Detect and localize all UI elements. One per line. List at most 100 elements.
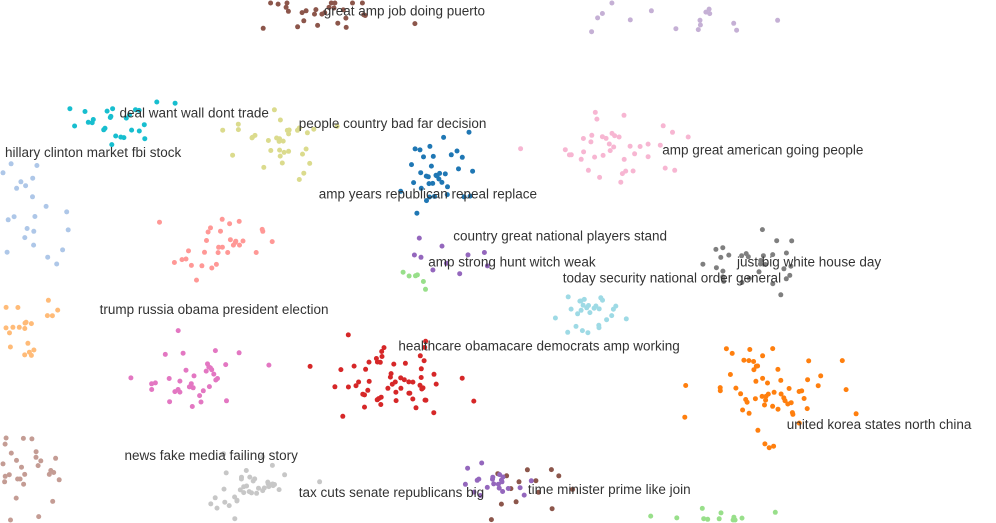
scatter-point[interactable] bbox=[33, 449, 39, 455]
scatter-point[interactable] bbox=[208, 501, 214, 507]
scatter-point[interactable] bbox=[162, 351, 168, 357]
scatter-point[interactable] bbox=[423, 397, 429, 403]
scatter-point[interactable] bbox=[385, 385, 391, 391]
scatter-point[interactable] bbox=[378, 402, 384, 407]
scatter-point[interactable] bbox=[423, 173, 429, 179]
scatter-point[interactable] bbox=[612, 133, 618, 139]
scatter-point[interactable] bbox=[227, 221, 233, 227]
scatter-point[interactable] bbox=[481, 250, 487, 255]
scatter-point[interactable] bbox=[254, 490, 260, 496]
scatter-point[interactable] bbox=[8, 161, 14, 167]
scatter-point[interactable] bbox=[418, 366, 424, 372]
scatter-point[interactable] bbox=[418, 375, 424, 380]
scatter-point[interactable] bbox=[203, 368, 209, 374]
scatter-point[interactable] bbox=[14, 185, 20, 191]
scatter-point[interactable] bbox=[498, 501, 504, 507]
scatter-point[interactable] bbox=[295, 127, 300, 133]
scatter-point[interactable] bbox=[739, 280, 745, 285]
scatter-point[interactable] bbox=[213, 377, 219, 383]
scatter-point[interactable] bbox=[4, 249, 10, 255]
scatter-point[interactable] bbox=[141, 122, 147, 128]
scatter-point[interactable] bbox=[2, 473, 8, 479]
scatter-point[interactable] bbox=[104, 108, 110, 114]
scatter-point[interactable] bbox=[391, 361, 397, 367]
scatter-point[interactable] bbox=[426, 181, 432, 187]
scatter-point[interactable] bbox=[374, 359, 380, 365]
scatter-point[interactable] bbox=[723, 346, 729, 352]
scatter-point[interactable] bbox=[721, 278, 727, 284]
scatter-point[interactable] bbox=[479, 460, 485, 466]
scatter-point[interactable] bbox=[50, 498, 56, 504]
scatter-point[interactable] bbox=[431, 410, 437, 416]
scatter-point[interactable] bbox=[154, 99, 160, 105]
scatter-point[interactable] bbox=[29, 436, 35, 442]
scatter-point[interactable] bbox=[223, 362, 229, 368]
scatter-point[interactable] bbox=[360, 391, 366, 397]
scatter-point[interactable] bbox=[586, 303, 591, 308]
scatter-point[interactable] bbox=[657, 142, 663, 148]
scatter-point[interactable] bbox=[166, 376, 172, 381]
scatter-point[interactable] bbox=[279, 160, 285, 166]
scatter-point[interactable] bbox=[771, 389, 777, 395]
scatter-point[interactable] bbox=[419, 386, 425, 392]
scatter-point[interactable] bbox=[476, 476, 482, 482]
scatter-point[interactable] bbox=[118, 134, 124, 140]
scatter-point[interactable] bbox=[491, 481, 497, 487]
scatter-point[interactable] bbox=[843, 387, 849, 393]
scatter-point[interactable] bbox=[225, 250, 231, 255]
scatter-point[interactable] bbox=[51, 470, 57, 475]
scatter-point[interactable] bbox=[366, 359, 372, 365]
scatter-point[interactable] bbox=[596, 322, 602, 328]
scatter-point[interactable] bbox=[427, 194, 432, 200]
scatter-point[interactable] bbox=[470, 168, 476, 174]
scatter-point[interactable] bbox=[609, 313, 615, 319]
scatter-point[interactable] bbox=[340, 413, 346, 419]
scatter-point[interactable] bbox=[556, 473, 562, 479]
scatter-point[interactable] bbox=[457, 271, 463, 277]
scatter-point[interactable] bbox=[400, 269, 406, 275]
scatter-point[interactable] bbox=[682, 414, 688, 420]
scatter-point[interactable] bbox=[34, 163, 40, 168]
scatter-point[interactable] bbox=[454, 148, 460, 154]
scatter-point[interactable] bbox=[277, 136, 282, 142]
scatter-point[interactable] bbox=[578, 307, 584, 313]
scatter-point[interactable] bbox=[417, 147, 423, 153]
scatter-point[interactable] bbox=[705, 516, 711, 522]
scatter-point[interactable] bbox=[72, 123, 78, 129]
scatter-point[interactable] bbox=[751, 367, 757, 373]
scatter-point[interactable] bbox=[23, 319, 29, 325]
scatter-point[interactable] bbox=[285, 8, 291, 14]
scatter-point[interactable] bbox=[788, 400, 794, 406]
scatter-point[interactable] bbox=[566, 152, 572, 158]
scatter-point[interactable] bbox=[606, 141, 612, 147]
scatter-point[interactable] bbox=[621, 156, 627, 162]
scatter-point[interactable] bbox=[619, 171, 625, 177]
scatter-point[interactable] bbox=[3, 325, 9, 331]
scatter-point[interactable] bbox=[465, 252, 471, 258]
scatter-point[interactable] bbox=[632, 151, 638, 157]
scatter-point[interactable] bbox=[224, 398, 229, 404]
scatter-point[interactable] bbox=[304, 130, 310, 136]
scatter-point[interactable] bbox=[778, 391, 784, 397]
scatter-point[interactable] bbox=[765, 380, 770, 386]
scatter-point[interactable] bbox=[190, 385, 196, 391]
scatter-point[interactable] bbox=[548, 467, 554, 473]
scatter-point[interactable] bbox=[595, 15, 601, 21]
scatter-point[interactable] bbox=[49, 313, 55, 319]
scatter-point[interactable] bbox=[596, 306, 602, 312]
scatter-point[interactable] bbox=[627, 17, 633, 23]
scatter-point[interactable] bbox=[411, 180, 417, 186]
scatter-point[interactable] bbox=[223, 470, 229, 476]
scatter-point[interactable] bbox=[123, 115, 129, 121]
scatter-point[interactable] bbox=[108, 113, 114, 119]
scatter-point[interactable] bbox=[5, 217, 11, 223]
scatter-point[interactable] bbox=[379, 354, 385, 359]
scatter-point[interactable] bbox=[580, 302, 586, 308]
scatter-point[interactable] bbox=[198, 399, 204, 405]
scatter-point[interactable] bbox=[517, 485, 523, 491]
scatter-point[interactable] bbox=[265, 138, 271, 143]
scatter-point[interactable] bbox=[277, 117, 283, 123]
scatter-point[interactable] bbox=[421, 358, 427, 364]
scatter-point[interactable] bbox=[343, 15, 349, 21]
scatter-point[interactable] bbox=[237, 487, 243, 493]
